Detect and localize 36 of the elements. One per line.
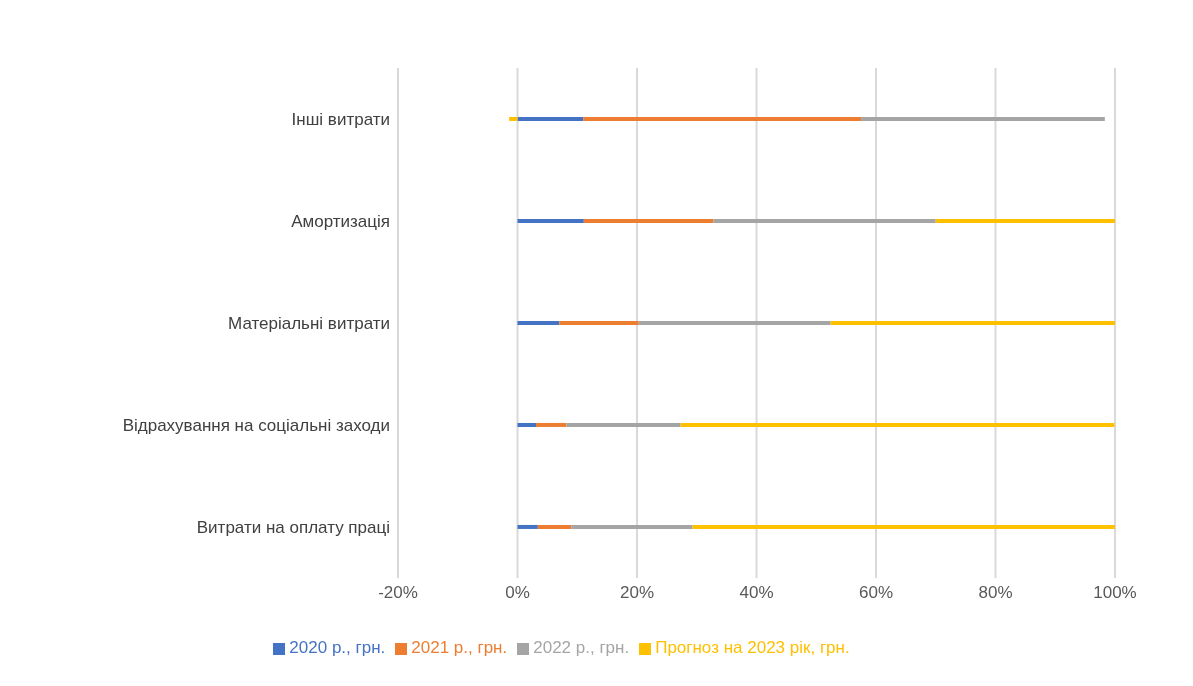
bar bbox=[537, 524, 572, 529]
legend-label: 2022 р., грн. bbox=[533, 638, 630, 657]
legend-label: Прогноз на 2023 рік, грн. bbox=[655, 638, 850, 657]
x-tick-label: 100% bbox=[1093, 583, 1137, 603]
y-tick-label: Відрахування на соціальні заходи bbox=[122, 416, 390, 436]
bar bbox=[583, 218, 714, 223]
x-tick-label: 40% bbox=[739, 583, 774, 603]
x-tick-label: 0% bbox=[505, 583, 530, 603]
bar bbox=[517, 116, 584, 121]
bar bbox=[692, 524, 1115, 529]
bar bbox=[509, 116, 518, 121]
bar bbox=[536, 422, 567, 427]
bar bbox=[566, 422, 681, 427]
bar bbox=[713, 218, 936, 223]
legend-label: 2021 р., грн. bbox=[411, 638, 508, 657]
bar bbox=[559, 320, 639, 325]
legend-label: 2020 р., грн. bbox=[289, 638, 386, 657]
x-tick-label: 20% bbox=[619, 583, 655, 603]
x-tick-label: 80% bbox=[978, 583, 1013, 603]
bar bbox=[517, 320, 560, 325]
bar bbox=[935, 218, 1115, 223]
y-tick-label: Витрати на оплату праці bbox=[196, 518, 390, 538]
bar bbox=[517, 218, 584, 223]
x-tick-label: 60% bbox=[858, 583, 894, 603]
bar bbox=[680, 422, 1115, 427]
bar bbox=[571, 524, 693, 529]
x-tick-label: -20% bbox=[378, 583, 418, 603]
y-tick-label: Інші витрати bbox=[291, 110, 390, 130]
y-tick-label: Амортизація bbox=[291, 212, 390, 232]
bar bbox=[583, 116, 862, 121]
bar bbox=[830, 320, 1115, 325]
y-tick-label: Матеріальні витрати bbox=[228, 314, 390, 334]
bar bbox=[517, 524, 538, 529]
bar bbox=[638, 320, 831, 325]
bar bbox=[517, 422, 537, 427]
bar bbox=[861, 116, 1105, 121]
